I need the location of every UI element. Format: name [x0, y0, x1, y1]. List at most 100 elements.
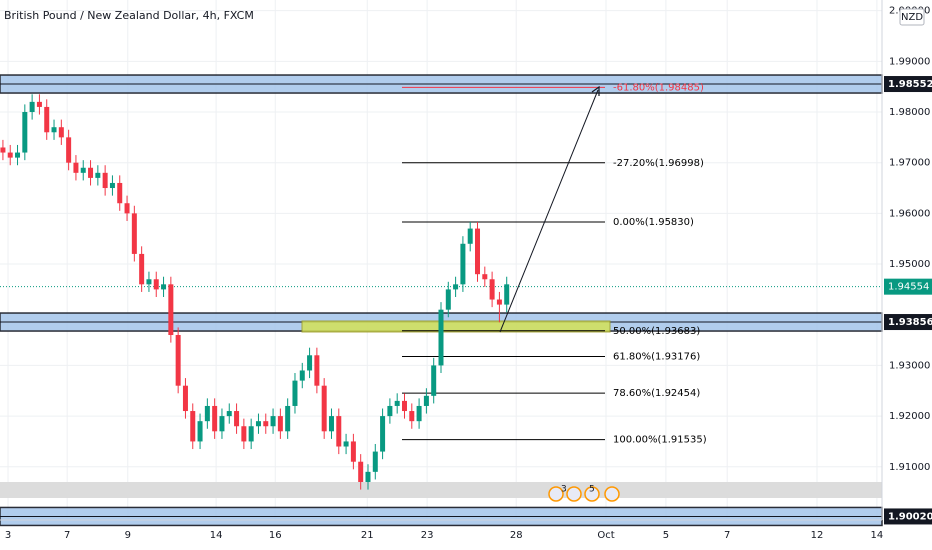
candle-body	[102, 172, 108, 189]
x-tick-label: 12	[811, 530, 824, 541]
y-tick-label: 1.91000	[889, 462, 930, 473]
chart-title: British Pound / New Zealand Dollar, 4h, …	[4, 9, 254, 22]
candle-body	[175, 335, 181, 386]
fib-label: 0.00%(1.95830)	[613, 217, 694, 228]
x-tick-label: 7	[64, 530, 70, 541]
candle-body	[343, 441, 349, 447]
candle-body	[314, 355, 320, 386]
candle-body	[307, 355, 313, 371]
candles	[0, 94, 510, 490]
candle-body	[394, 400, 400, 406]
event-icon	[584, 486, 600, 502]
candle-body	[190, 411, 196, 442]
event-count: 3	[561, 485, 567, 495]
price-badge-label: 1.90020	[888, 511, 932, 522]
x-tick-label: 9	[125, 530, 131, 541]
candle-body	[263, 421, 269, 427]
x-tick-label: 28	[510, 530, 523, 541]
price-badge-label: 1.93856	[888, 317, 932, 328]
candle-body	[241, 426, 247, 442]
last-price-label: 1.94554	[888, 282, 929, 293]
currency-box[interactable]	[899, 8, 925, 26]
candle-body	[467, 228, 473, 244]
y-tick-label: 1.92000	[889, 411, 930, 422]
candle-body	[131, 213, 137, 254]
candle-body	[350, 441, 356, 462]
candle-body	[482, 274, 488, 280]
candle-body	[453, 284, 459, 290]
candle-body	[423, 395, 429, 406]
candle-body	[51, 127, 57, 133]
candle-body	[328, 416, 334, 432]
candle-body	[387, 405, 393, 417]
candle-body	[445, 289, 451, 310]
candle-body	[95, 172, 101, 178]
candle-body	[431, 365, 437, 396]
candle-body	[44, 106, 50, 133]
x-tick-label: Oct	[597, 530, 614, 541]
candle-body	[29, 101, 35, 113]
candle-body	[299, 370, 305, 381]
event-icon	[548, 486, 564, 502]
demand-zone	[301, 320, 611, 333]
price-badge	[884, 314, 932, 331]
candle-body	[0, 147, 6, 153]
candle-body	[146, 279, 152, 285]
candle-body	[409, 411, 415, 422]
fib-label: 78.60%(1.92454)	[613, 388, 700, 399]
price-badge-label: 1.98552	[888, 79, 932, 90]
candle-body	[182, 385, 188, 412]
candle-body	[365, 471, 371, 482]
candle-body	[358, 461, 364, 482]
price-badge	[884, 76, 932, 93]
candle-body	[496, 299, 502, 305]
candle-body	[401, 400, 407, 412]
arrow-head	[591, 85, 600, 96]
grid	[0, 0, 882, 520]
x-tick-label: 21	[361, 530, 374, 541]
candle-body	[153, 279, 159, 290]
candle-body	[285, 405, 291, 432]
y-tick-label: 1.97000	[889, 158, 930, 169]
candle-body	[204, 405, 210, 422]
candle-body	[117, 182, 123, 204]
y-tick-label: 1.96000	[889, 208, 930, 219]
fib-label: -61.80%(1.98485)	[613, 82, 704, 93]
x-tick-label: 14	[210, 530, 223, 541]
candle-body	[475, 228, 481, 275]
candle-body	[255, 421, 261, 427]
candle-body	[109, 182, 115, 189]
fib-label: 100.00%(1.91535)	[613, 435, 707, 446]
y-tick-label: 1.99000	[889, 56, 930, 67]
candle-body	[489, 279, 495, 300]
y-tick-label: 1.98000	[889, 107, 930, 118]
x-tick-label: 3	[5, 530, 11, 541]
candle-body	[416, 405, 422, 422]
x-tick-label: 5	[663, 530, 669, 541]
fib-label: 50.00%(1.93683)	[613, 326, 700, 337]
candle-body	[73, 162, 79, 173]
price-badge	[884, 508, 932, 525]
candle-body	[226, 411, 232, 417]
candle-body	[219, 416, 225, 432]
candle-body	[248, 426, 254, 442]
candle-body	[66, 137, 72, 163]
x-tick-label: 23	[421, 530, 434, 541]
event-count: 5	[589, 485, 595, 495]
gray-band	[0, 482, 882, 498]
candle-body	[460, 243, 466, 285]
candle-body	[124, 203, 130, 214]
candle-body	[80, 167, 86, 173]
fib-label: -27.20%(1.96998)	[613, 158, 704, 169]
axes: 2.000001.990001.980001.970001.960001.950…	[5, 6, 932, 541]
x-tick-label: 7	[724, 530, 730, 541]
candle-body	[161, 284, 167, 290]
candle-body	[277, 416, 283, 432]
fibonacci: -61.80%(1.98485) -27.20%(1.96998) 0.00%(1.…	[402, 82, 707, 446]
candle-body	[197, 421, 203, 442]
candle-body	[234, 411, 240, 427]
candle-body	[336, 416, 342, 447]
currency: NZD	[901, 12, 923, 23]
